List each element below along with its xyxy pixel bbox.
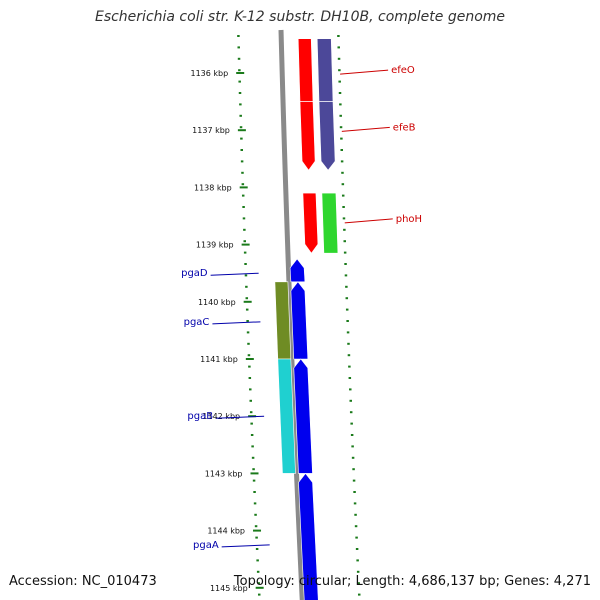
tick-label: 1136 kbp: [190, 69, 228, 78]
gene-label-pgaA[interactable]: pgaA: [193, 540, 219, 551]
gene-feature[interactable]: [297, 38, 314, 102]
gene-feature[interactable]: [277, 358, 296, 474]
gene-label-efeO[interactable]: efeO: [391, 65, 415, 76]
topology-text: Topology: circular; Length: 4,686,137 bp…: [233, 574, 591, 589]
gene-feature[interactable]: [318, 101, 336, 171]
gene-feature[interactable]: [289, 258, 306, 283]
kbp-ruler: 1136 kbp 1137 kbp 1138 kbp 1139 kbp 1140 kbp…: [190, 69, 264, 593]
gene-feature[interactable]: [299, 101, 316, 171]
label-leader: [341, 126, 390, 132]
gene-feature[interactable]: [274, 281, 292, 360]
tick-label: 1145 kbp: [210, 584, 248, 593]
label-leader: [216, 415, 265, 419]
gene-feature[interactable]: [321, 192, 339, 254]
gene-label-pgaB[interactable]: pgaB: [187, 411, 213, 422]
tick-label: 1141 kbp: [200, 355, 238, 364]
feature-track: [274, 38, 339, 600]
tick-label: 1138 kbp: [194, 183, 232, 192]
label-leader: [340, 69, 389, 75]
tick-label: 1144 kbp: [207, 527, 245, 536]
tick-label: 1143 kbp: [205, 469, 243, 478]
gene-feature[interactable]: [316, 38, 334, 102]
tick-label: 1137 kbp: [192, 126, 230, 135]
label-leader: [344, 218, 393, 224]
tick-label: 1139 kbp: [196, 241, 234, 250]
gene-feature[interactable]: [302, 192, 319, 254]
minor-ticks: [237, 35, 361, 596]
label-leader: [212, 321, 261, 325]
gene-feature[interactable]: [298, 472, 319, 600]
tick-label: 1140 kbp: [198, 298, 236, 307]
map-title: Escherichia coli str. K-12 substr. DH10B…: [94, 9, 506, 25]
gene-label-efeB[interactable]: efeB: [393, 122, 416, 133]
tick-label: 1142 kbp: [202, 412, 240, 421]
gene-label-pgaC[interactable]: pgaC: [184, 317, 210, 328]
label-leader: [210, 272, 259, 276]
genome-backbone: [278, 29, 305, 600]
gene-feature[interactable]: [290, 281, 309, 360]
gene-label-phoH[interactable]: phoH: [396, 214, 422, 225]
label-leader: [221, 544, 270, 548]
gene-labels: efeO efeB phoH pgaD pgaC pgaB pgaA: [181, 65, 422, 551]
gene-label-pgaD[interactable]: pgaD: [181, 268, 208, 279]
accession-text: Accession: NC_010473: [9, 574, 157, 589]
